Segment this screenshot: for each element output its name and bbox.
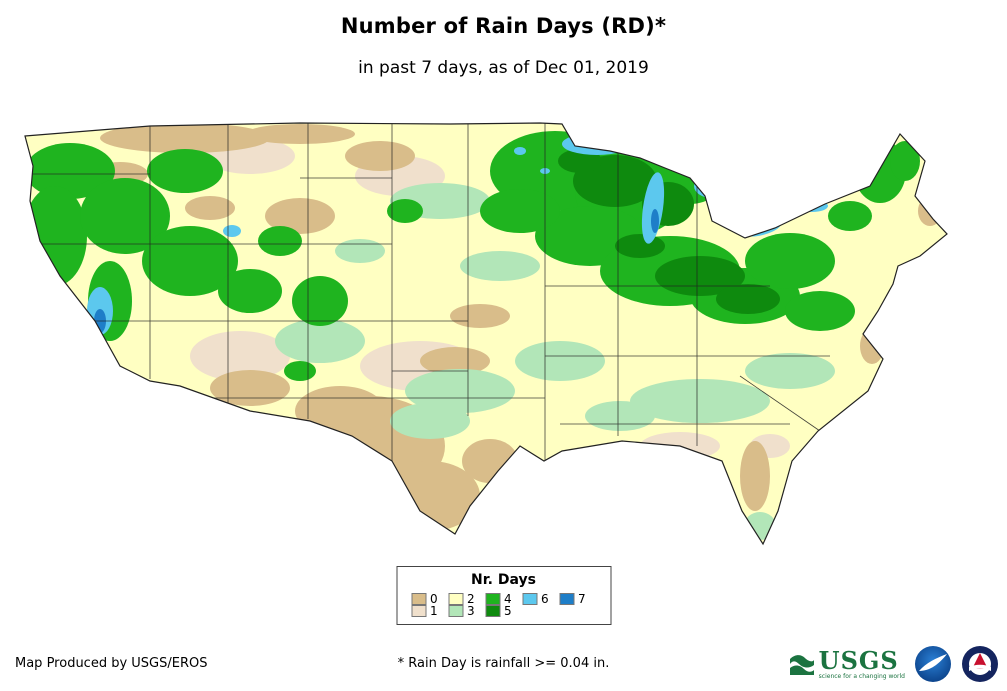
legend-title: Nr. Days — [471, 572, 536, 588]
rain-blobs-mint — [275, 183, 835, 540]
map-credit: Map Produced by USGS/EROS — [15, 656, 208, 671]
us-map-svg — [24, 122, 948, 546]
nws-logo-icon — [962, 646, 998, 682]
rain-day-note: * Rain Day is rainfall >= 0.04 in. — [397, 656, 610, 671]
us-rain-days-map — [0, 116, 1007, 564]
legend-item-4: 4 — [485, 593, 522, 605]
lake-huron — [694, 174, 730, 198]
legend-swatch-3 — [448, 605, 463, 617]
legend-label-0: 0 — [430, 592, 438, 606]
usgs-wordmark: USGS science for a changing world — [818, 645, 905, 680]
legend-label-6: 6 — [541, 592, 549, 606]
noaa-logo-icon — [915, 646, 951, 682]
map-fill-layers — [25, 123, 947, 544]
legend-label-5: 5 — [504, 604, 512, 618]
legend-swatch-4 — [485, 593, 500, 605]
legend-swatch-6 — [522, 593, 537, 605]
legend-label-1: 1 — [430, 604, 438, 618]
legend-label-7: 7 — [578, 592, 586, 606]
legend-row-1: 0 2 4 6 7 — [411, 593, 596, 605]
legend-label-4: 4 — [504, 592, 512, 606]
legend-row-2: 1 3 5 — [411, 605, 596, 617]
us-outline — [24, 122, 948, 546]
legend-swatch-1 — [411, 605, 426, 617]
legend-swatch-5 — [485, 605, 500, 617]
usgs-tagline: science for a changing world — [818, 672, 905, 680]
lake-superior — [562, 133, 632, 155]
legend-label-2: 2 — [467, 592, 475, 606]
legend-item-6: 6 — [522, 593, 559, 605]
agency-logos: USGS science for a changing world — [788, 645, 999, 683]
legend-label-3: 3 — [467, 604, 475, 618]
legend-item-0: 0 — [411, 593, 448, 605]
legend-swatch-2 — [448, 593, 463, 605]
legend-item-7: 7 — [559, 593, 596, 605]
state-borders — [25, 123, 830, 461]
legend-swatch-0 — [411, 593, 426, 605]
usgs-wave-icon — [788, 651, 815, 677]
map-legend: Nr. Days 0 2 4 6 7 — [396, 566, 611, 625]
legend-item-1: 1 — [411, 605, 448, 617]
usgs-logo: USGS science for a changing world — [788, 645, 905, 680]
page-subtitle: in past 7 days, as of Dec 01, 2019 — [358, 58, 649, 78]
legend-swatch-7 — [559, 593, 574, 605]
legend-item-5: 5 — [485, 605, 522, 617]
usgs-name: USGS — [818, 645, 899, 675]
legend-item-2: 2 — [448, 593, 485, 605]
page-title: Number of Rain Days (RD)* — [340, 14, 667, 38]
legend-item-3: 3 — [448, 605, 485, 617]
great-salt-lake — [223, 225, 241, 237]
